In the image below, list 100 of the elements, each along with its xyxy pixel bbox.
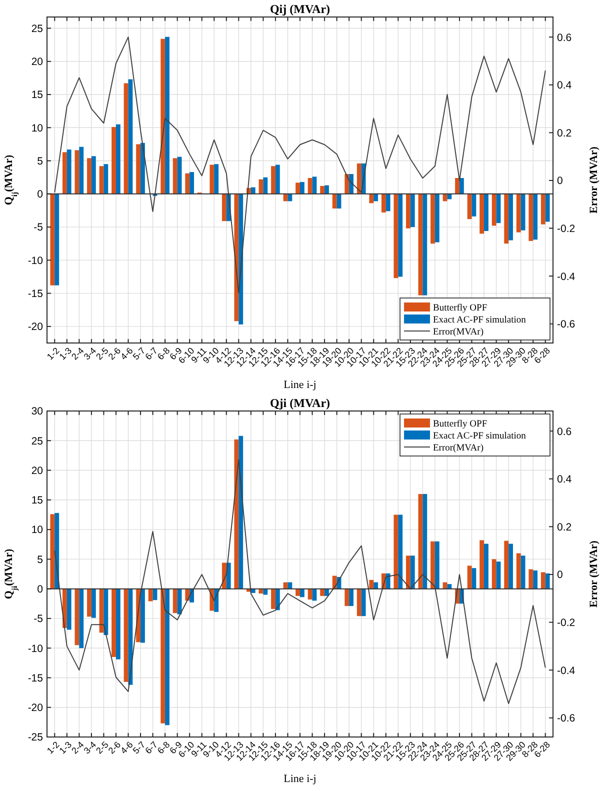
- y2-tick-label: -0.4: [557, 270, 576, 283]
- bar: [140, 142, 145, 194]
- bar: [112, 588, 116, 657]
- bar: [234, 194, 239, 322]
- x-axis-title: Line i-j: [284, 773, 316, 785]
- y2-axis-title: Error (MVAr): [588, 540, 600, 608]
- bar: [492, 194, 496, 226]
- bar: [422, 194, 428, 296]
- bar: [300, 588, 304, 598]
- bar: [447, 584, 452, 589]
- bar: [124, 83, 128, 194]
- bar: [50, 514, 55, 589]
- y-tick-label: 5: [37, 155, 44, 168]
- y-tick-label: 25: [31, 435, 44, 448]
- bar: [406, 194, 410, 228]
- bar: [472, 568, 476, 589]
- y-tick-label: 15: [31, 89, 44, 102]
- bar: [434, 194, 440, 242]
- y-tick-label: 20: [31, 464, 44, 477]
- y-tick-label: 0: [37, 188, 44, 201]
- bar: [386, 194, 390, 212]
- y-tick-label: 25: [31, 22, 44, 35]
- bar: [54, 194, 60, 286]
- bar: [406, 556, 410, 589]
- bar: [148, 588, 153, 602]
- bar: [528, 569, 534, 589]
- bar: [160, 38, 166, 194]
- bar: [91, 156, 96, 194]
- bar: [185, 173, 190, 194]
- bar: [190, 172, 194, 194]
- bar: [484, 544, 488, 589]
- bar: [74, 150, 80, 194]
- bar: [87, 588, 92, 617]
- bar: [332, 194, 337, 208]
- bar: [222, 562, 226, 589]
- bar: [320, 588, 325, 596]
- bar: [508, 194, 513, 240]
- bar: [398, 514, 403, 589]
- y2-tick-label: 0.2: [557, 521, 572, 534]
- y2-tick-label: -0.6: [557, 712, 576, 725]
- bar: [128, 79, 133, 194]
- y-tick-label: 30: [31, 406, 44, 418]
- y2-tick-label: 0.6: [557, 426, 572, 438]
- bar: [296, 182, 300, 194]
- bar: [540, 572, 546, 589]
- bar: [459, 178, 464, 194]
- bar: [226, 562, 231, 589]
- bar: [369, 194, 374, 204]
- bar: [418, 194, 423, 296]
- bar: [324, 185, 329, 194]
- bar: [87, 158, 92, 194]
- y-tick-label: -5: [34, 222, 44, 234]
- bar: [288, 582, 292, 589]
- x-tick-label: 1-2: [45, 346, 62, 362]
- bar: [79, 146, 84, 194]
- bar: [320, 186, 325, 194]
- bar: [344, 588, 350, 606]
- bar: [344, 174, 350, 194]
- bar: [398, 194, 403, 277]
- bar: [430, 194, 435, 244]
- bar: [374, 194, 378, 202]
- y2-tick-label: 0.6: [557, 32, 572, 44]
- x-axis-title: Line i-j: [284, 379, 316, 391]
- y-tick-label: -10: [28, 254, 44, 267]
- bar: [516, 194, 521, 232]
- y2-tick-label: -0.2: [557, 616, 576, 629]
- bar: [300, 182, 304, 194]
- bar: [361, 588, 366, 616]
- chart-title: Qij (MVAr): [270, 2, 330, 16]
- chart-title: Qji (MVAr): [270, 396, 330, 410]
- y-tick-label: 0: [37, 583, 44, 596]
- y-tick-label: 20: [31, 56, 44, 68]
- bar: [528, 194, 534, 241]
- y2-tick-label: -0.2: [557, 222, 576, 235]
- y-tick-label: 10: [31, 122, 44, 134]
- bar: [349, 174, 354, 194]
- bar: [54, 512, 60, 589]
- bar: [50, 194, 55, 286]
- bar: [504, 194, 509, 244]
- legend-label: Error(MVAr): [433, 443, 484, 454]
- bar: [410, 556, 415, 589]
- bar: [545, 194, 550, 222]
- bar: [472, 194, 476, 216]
- bar: [504, 540, 509, 589]
- bar: [533, 570, 538, 589]
- bar: [496, 562, 501, 589]
- bar: [140, 588, 145, 643]
- bar: [386, 573, 390, 589]
- bar: [288, 194, 292, 202]
- y-tick-label: 5: [37, 554, 44, 566]
- bar: [172, 158, 178, 194]
- bar: [430, 541, 435, 589]
- y-tick-label: 15: [31, 494, 44, 507]
- x-tick-label: 1-2: [45, 740, 62, 756]
- bar: [62, 152, 67, 194]
- bar: [104, 588, 108, 636]
- bar: [222, 194, 226, 222]
- y-tick-label: -20: [28, 321, 44, 334]
- bar: [455, 178, 460, 194]
- bar: [62, 588, 67, 628]
